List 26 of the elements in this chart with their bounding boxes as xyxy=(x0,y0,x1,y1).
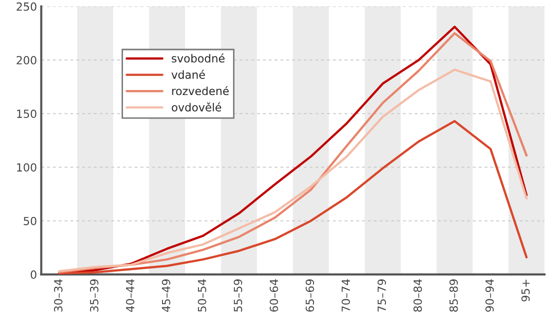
x-tick-label: 95+ xyxy=(521,280,530,302)
y-tick-label: 150 xyxy=(17,110,36,118)
y-tick-label: 200 xyxy=(16,56,36,64)
x-tick-label: 30–34 xyxy=(54,279,62,312)
x-tick-label: 35–39 xyxy=(90,279,98,312)
x-tick-label: 80–84 xyxy=(414,279,422,312)
line-series xyxy=(58,120,528,274)
legend-label: rozvedené xyxy=(172,86,229,96)
legend-label: ovdovělé xyxy=(172,102,222,112)
legend-label: vdané xyxy=(172,70,205,79)
y-tick-label: 50 xyxy=(24,216,36,226)
x-tick-label: 70–74 xyxy=(342,279,350,312)
x-tick-label: 90–94 xyxy=(485,279,494,312)
y-tick-label: 250 xyxy=(16,2,36,11)
x-tick-label: 40–44 xyxy=(126,279,134,312)
x-tick-label: 45–49 xyxy=(162,279,170,312)
y-tick-label: 0 xyxy=(30,270,36,279)
legend-label: svobodné xyxy=(172,54,225,63)
x-tick-label: 85–89 xyxy=(449,279,458,312)
x-tick-label: 65–69 xyxy=(306,279,314,312)
x-tick-label: 55–59 xyxy=(234,279,242,312)
x-tick-label: 60–64 xyxy=(270,279,278,312)
y-tick-label: 100 xyxy=(17,163,36,172)
line-series xyxy=(58,68,528,272)
x-tick-label: 50–54 xyxy=(198,279,206,312)
x-tick-label: 75–79 xyxy=(378,279,386,312)
